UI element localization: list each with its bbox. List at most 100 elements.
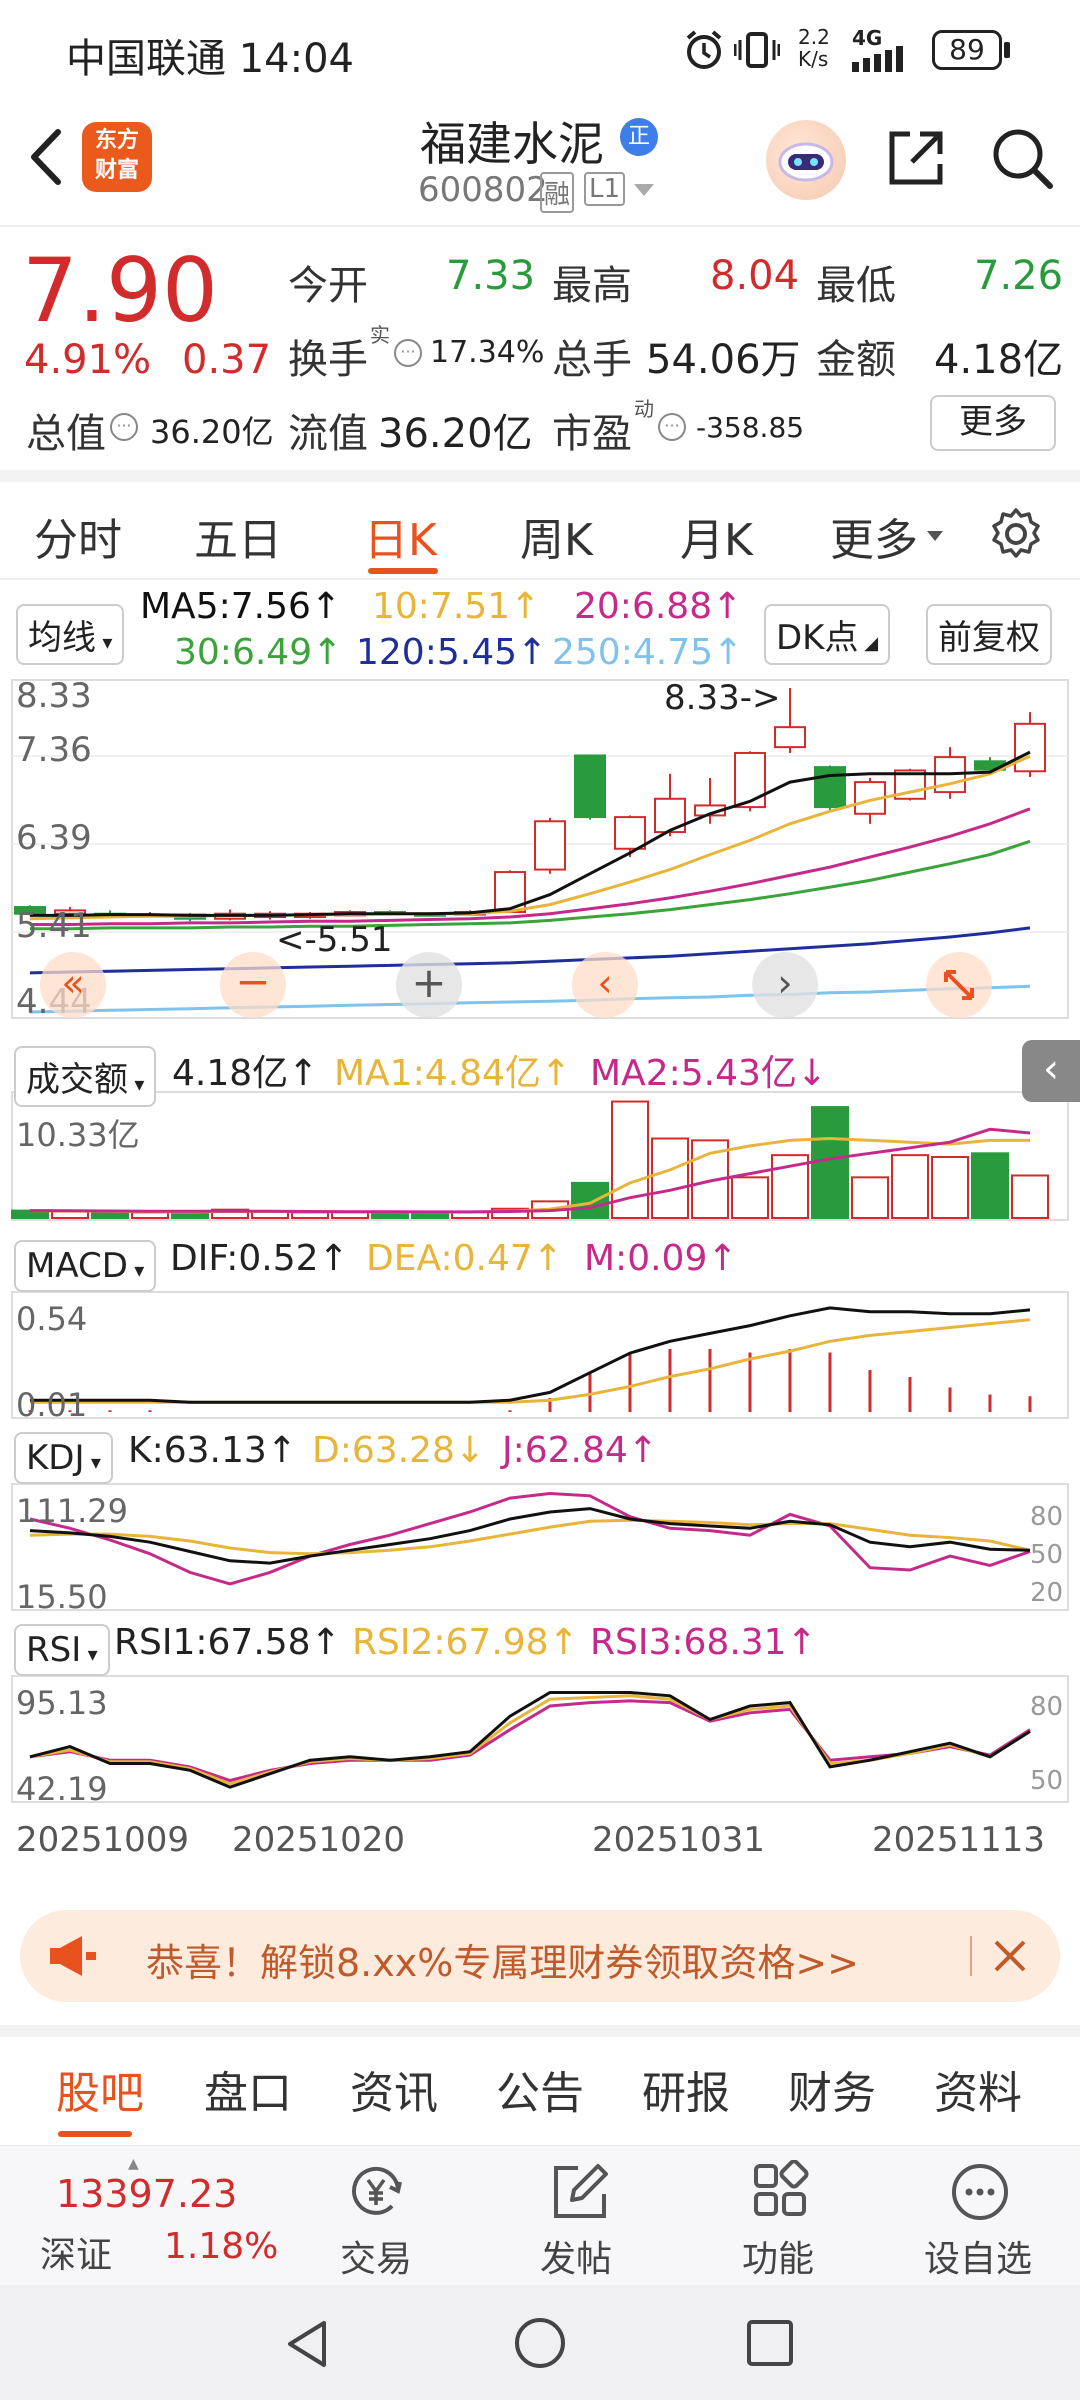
nav-home-icon[interactable] (512, 2315, 568, 2375)
volume-label: 总手 (552, 337, 632, 383)
volume-selector[interactable]: 成交额 ▾ (14, 1046, 157, 1107)
search-icon[interactable] (988, 124, 1056, 196)
index-name: 深证 (40, 2235, 113, 2276)
volume-bar (1011, 1174, 1049, 1220)
nav-back-icon[interactable] (280, 2317, 334, 2375)
ma-selector-label: 均线 (28, 618, 96, 658)
kdj-d-line (29, 1518, 1031, 1556)
share-icon[interactable] (884, 126, 948, 194)
volume-axis-max: 10.33亿 (16, 1116, 140, 1154)
kdj-selector[interactable]: KDJ ▾ (14, 1432, 113, 1484)
macd-dea-line (30, 1318, 1031, 1404)
amount-label: 金额 (816, 337, 896, 383)
pe-value: -358.85 (696, 411, 805, 444)
price-axis-3: 6.39 (16, 818, 92, 858)
kdj-k-legend: K:63.13↑ (128, 1430, 297, 1471)
ma30-legend: 30:6.49↑ (174, 632, 343, 673)
alarm-icon (682, 28, 726, 76)
tab-announcements[interactable]: 公告 (496, 2068, 584, 2119)
carrier-time: 中国联通 14:04 (66, 36, 354, 82)
macd-dea-legend: DEA:0.47↑ (366, 1238, 563, 1279)
ma5-line (30, 750, 1031, 917)
turnover-value: 17.34% (430, 335, 545, 370)
eastmoney-logo[interactable]: 东方 财富 (82, 122, 152, 192)
scroll-right-button[interactable]: › (752, 952, 818, 1018)
collapse-side-button[interactable]: ‹ (1022, 1040, 1080, 1102)
market-cap-value: 36.20亿 (150, 413, 274, 451)
float-cap-value: 36.20亿 (378, 411, 533, 457)
current-price: 7.90 (22, 239, 218, 342)
rsi-ref-50: 50 (1030, 1766, 1064, 1796)
turnover-sup: 实 (370, 323, 390, 347)
info-icon[interactable]: ··· (394, 339, 422, 367)
robot-assistant-icon[interactable] (766, 120, 846, 200)
settings-gear-icon[interactable] (988, 506, 1044, 566)
scroll-left-fast-button[interactable]: « (40, 952, 106, 1018)
info-icon[interactable]: ··· (658, 413, 686, 441)
tab-research[interactable]: 研报 (642, 2068, 730, 2119)
price-axis-2: 7.36 (16, 730, 92, 770)
volume-bar (491, 1207, 529, 1219)
zoom-out-button[interactable]: − (220, 952, 286, 1018)
stock-name[interactable]: 福建水泥 (420, 117, 604, 171)
signal-icon (852, 46, 912, 76)
chevron-down-icon[interactable] (632, 180, 656, 204)
verified-badge-icon: 正 (620, 118, 658, 156)
zoom-in-button[interactable]: + (396, 952, 462, 1018)
rsi-ref-80: 80 (1030, 1692, 1064, 1722)
open-value: 7.33 (446, 253, 536, 299)
level-badge: L1 (584, 172, 626, 206)
tab-profile[interactable]: 资料 (934, 2068, 1022, 2119)
promo-banner[interactable]: 恭喜！解锁8.xx%专属理财券领取资格>> (20, 1910, 1060, 2002)
kdj-d-legend: D:63.28↓ (312, 1430, 486, 1471)
tab-intraday[interactable]: 分时 (34, 515, 122, 566)
more-button[interactable]: 更多 (930, 395, 1056, 451)
low-label: 最低 (816, 263, 896, 309)
net-speed-value: 2.2 (798, 25, 830, 49)
pe-label: 市盈 (552, 411, 632, 457)
tab-orderbook[interactable]: 盘口 (204, 2068, 292, 2119)
date-label-3: 20251031 (592, 1820, 766, 1860)
battery-icon: 89 (932, 30, 1002, 70)
ma120-line (29, 926, 1031, 975)
tab-daily-k[interactable]: 日K (364, 515, 437, 566)
functions-button[interactable]: 功能 (710, 2146, 850, 2286)
ma-selector[interactable]: 均线 ▾ (16, 604, 125, 665)
index-ticker[interactable]: ▲ 13397.23 深证 1.18% (0, 2146, 290, 2286)
add-watchlist-button[interactable]: 设自选 (910, 2146, 1070, 2286)
system-nav-bar (0, 2285, 1080, 2400)
dk-point-button[interactable]: DK点 ◢ (764, 604, 891, 665)
rsi1-line (29, 1691, 1031, 1789)
logo-line-2: 财富 (94, 158, 139, 183)
ma250-line (29, 984, 1031, 1014)
macd-selector[interactable]: MACD ▾ (14, 1240, 157, 1292)
rsi-selector[interactable]: RSI ▾ (14, 1624, 110, 1676)
status-bar: 中国联通 14:04 2.2 K/s 4G 89 (0, 0, 1080, 100)
tab-news[interactable]: 资讯 (350, 2068, 438, 2119)
tab-forum[interactable]: 股吧 (56, 2068, 144, 2119)
active-tab-underline (368, 568, 438, 574)
adjust-button[interactable]: 前复权 (926, 604, 1052, 665)
trade-button[interactable]: 交易 (310, 2146, 440, 2286)
fullscreen-icon[interactable] (926, 952, 992, 1018)
tab-weekly-k[interactable]: 周K (520, 515, 593, 566)
tab-five-day[interactable]: 五日 (194, 515, 282, 566)
tab-more[interactable]: 更多 (830, 515, 918, 566)
post-button[interactable]: 发帖 (510, 2146, 650, 2286)
pe-sup: 动 (634, 397, 654, 421)
scroll-left-button[interactable]: ‹ (572, 952, 638, 1018)
content-tabs: 股吧 盘口 资讯 公告 研报 财务 资料 (0, 2025, 1080, 2145)
volume-bar (571, 1181, 609, 1219)
back-button[interactable] (20, 122, 70, 192)
volume-bar (971, 1152, 1009, 1220)
info-icon[interactable]: ··· (110, 413, 138, 441)
kline-chart[interactable] (0, 580, 1080, 1880)
tab-monthly-k[interactable]: 月K (680, 515, 753, 566)
nav-recents-icon[interactable] (744, 2317, 796, 2373)
tab-financials[interactable]: 财务 (788, 2068, 876, 2119)
volume-bar (651, 1137, 689, 1219)
bottom-action-bar: ▲ 13397.23 深证 1.18% 交易 发帖 功能 设自选 (0, 2145, 1080, 2285)
edit-icon (548, 2160, 612, 2228)
more-circle-icon (948, 2160, 1012, 2228)
close-icon[interactable] (988, 1934, 1032, 1982)
